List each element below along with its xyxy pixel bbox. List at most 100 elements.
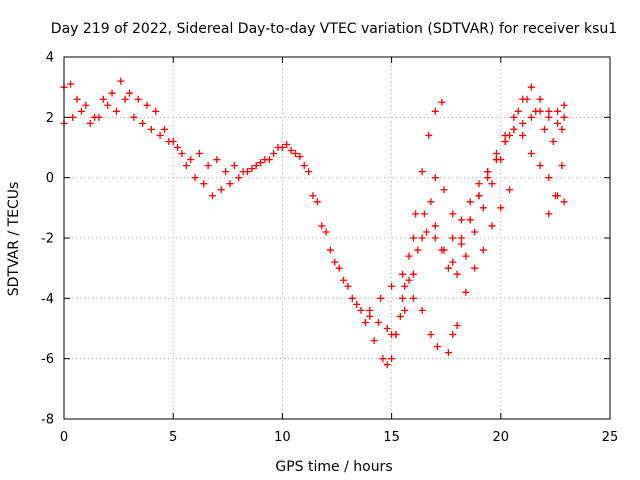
data-point xyxy=(558,125,566,133)
data-point xyxy=(431,107,439,115)
data-point xyxy=(440,186,448,194)
data-point xyxy=(438,98,446,106)
data-point xyxy=(418,306,426,314)
data-point xyxy=(361,318,369,326)
data-point xyxy=(348,294,356,302)
data-point xyxy=(182,162,190,170)
data-point xyxy=(357,306,365,314)
data-point xyxy=(431,222,439,230)
data-point xyxy=(370,337,378,345)
data-point xyxy=(230,162,238,170)
data-point xyxy=(431,174,439,182)
y-tick-label: 0 xyxy=(46,171,54,186)
data-point xyxy=(261,156,269,164)
data-point xyxy=(399,294,407,302)
data-point xyxy=(540,125,548,133)
data-point xyxy=(309,192,317,200)
data-point xyxy=(519,95,527,103)
data-point xyxy=(506,186,514,194)
data-point xyxy=(492,150,500,158)
data-point xyxy=(545,107,553,115)
data-point xyxy=(147,125,155,133)
data-point xyxy=(475,180,483,188)
data-point xyxy=(204,162,212,170)
data-point xyxy=(353,300,361,308)
data-series xyxy=(401,282,441,351)
data-point xyxy=(388,355,396,363)
data-point xyxy=(453,321,461,329)
data-point xyxy=(383,361,391,369)
data-point xyxy=(283,140,291,148)
data-point xyxy=(313,198,321,206)
data-point xyxy=(401,306,409,314)
data-point xyxy=(117,77,125,85)
y-tick-label: -4 xyxy=(41,292,54,307)
data-point xyxy=(226,180,234,188)
data-point xyxy=(388,331,396,339)
data-series xyxy=(449,125,568,242)
data-point xyxy=(466,198,474,206)
data-point xyxy=(457,240,465,248)
data-point xyxy=(134,95,142,103)
data-point xyxy=(174,144,182,151)
data-point xyxy=(514,107,522,115)
data-point xyxy=(165,137,173,145)
data-point xyxy=(545,210,553,218)
data-points xyxy=(60,77,568,369)
data-point xyxy=(418,234,426,242)
data-point xyxy=(388,282,396,290)
data-point xyxy=(156,131,164,139)
data-point xyxy=(331,258,339,266)
data-point xyxy=(396,312,404,320)
data-point xyxy=(453,270,461,278)
data-point xyxy=(527,150,535,158)
data-point xyxy=(471,264,479,272)
data-point xyxy=(558,162,566,170)
data-point xyxy=(423,228,431,236)
data-point xyxy=(69,113,77,121)
grid-lines xyxy=(64,57,610,419)
data-point xyxy=(420,210,428,218)
data-point xyxy=(222,168,230,176)
data-point xyxy=(479,204,487,212)
data-point xyxy=(405,252,413,260)
data-point xyxy=(457,216,465,224)
data-point xyxy=(401,282,409,290)
data-point xyxy=(318,222,326,230)
data-point xyxy=(433,343,441,351)
data-point xyxy=(296,153,304,161)
data-point xyxy=(326,246,334,254)
data-point xyxy=(488,222,496,230)
data-point xyxy=(527,83,535,91)
data-point xyxy=(519,119,527,127)
data-point xyxy=(300,162,308,170)
data-point xyxy=(143,101,151,109)
data-point xyxy=(431,234,439,242)
data-point xyxy=(200,180,208,188)
data-point xyxy=(409,234,417,242)
data-point xyxy=(471,228,479,236)
y-tick-label: -8 xyxy=(41,413,54,428)
data-point xyxy=(292,150,300,158)
data-point xyxy=(248,165,256,173)
data-point xyxy=(322,228,330,236)
data-point xyxy=(405,276,413,284)
data-point xyxy=(77,107,85,115)
data-point xyxy=(449,258,457,266)
data-point xyxy=(409,270,417,278)
data-point xyxy=(366,306,374,314)
data-point xyxy=(484,168,492,176)
data-point xyxy=(532,107,540,115)
data-point xyxy=(178,150,186,158)
data-point xyxy=(99,95,107,103)
data-point xyxy=(195,150,203,158)
data-point xyxy=(86,119,94,127)
data-point xyxy=(130,113,138,121)
data-point xyxy=(270,150,278,158)
data-point xyxy=(139,119,147,127)
data-point xyxy=(305,168,313,176)
data-point xyxy=(67,80,75,88)
data-point xyxy=(108,89,116,97)
data-point xyxy=(287,147,295,155)
